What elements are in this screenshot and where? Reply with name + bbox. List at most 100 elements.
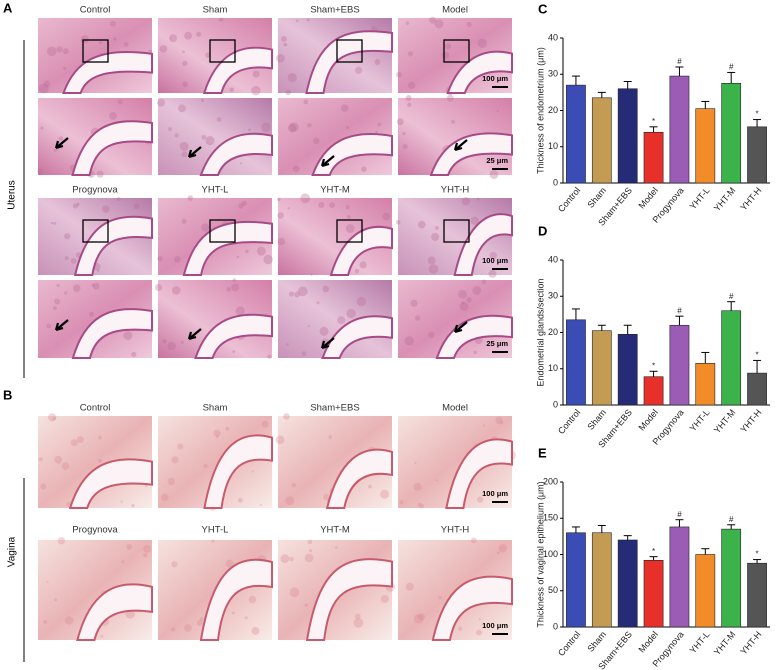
tissue-texture <box>267 354 272 359</box>
panel-letter: E <box>538 445 547 460</box>
tissue-texture <box>157 255 163 262</box>
tissue-texture <box>380 594 389 604</box>
tissue-texture <box>53 221 57 225</box>
tissue-texture <box>199 617 204 622</box>
tissue-texture <box>346 308 356 319</box>
tissue-texture <box>123 41 129 47</box>
bar <box>643 131 664 184</box>
tissue-texture <box>476 629 482 636</box>
y-tick-label: 0 <box>553 621 558 631</box>
tissue-texture <box>73 284 81 292</box>
bar <box>747 562 767 628</box>
tissue-texture <box>43 80 51 88</box>
tissue-texture <box>498 544 508 553</box>
tissue-texture <box>171 627 176 632</box>
scale-bar-label: 100 μm <box>482 74 508 83</box>
scale-bar-label: 25 μm <box>486 156 508 165</box>
tissue-texture <box>308 549 313 553</box>
tissue-texture <box>88 311 95 317</box>
tissue-texture <box>488 269 497 278</box>
bar <box>591 97 612 184</box>
arrow <box>54 137 69 150</box>
panel-letter: D <box>538 223 547 238</box>
tissue-texture <box>184 31 193 40</box>
side-label: Vagina <box>7 536 18 567</box>
tissue-texture <box>109 111 117 120</box>
tissue-texture <box>489 251 497 260</box>
tissue-texture <box>46 323 52 329</box>
tissue-texture <box>76 202 80 206</box>
arrow <box>320 337 335 350</box>
bar <box>617 334 638 406</box>
tissue-texture <box>116 197 121 202</box>
tissue-texture <box>470 537 477 544</box>
tissue-texture <box>354 613 361 620</box>
tissue-texture <box>157 98 166 107</box>
tissue-texture <box>205 52 211 58</box>
tissue-texture <box>283 42 288 47</box>
arrow <box>187 146 202 159</box>
image-label: YHT-M <box>320 185 350 196</box>
tissue-texture <box>402 144 408 150</box>
lumen <box>194 313 273 359</box>
tissue-texture <box>368 484 372 489</box>
image-label: YHT-H <box>441 185 470 196</box>
tissue-texture <box>100 634 104 638</box>
tissue-texture <box>38 457 43 462</box>
bar <box>566 84 586 184</box>
x-tick-label: YHT-M <box>712 629 738 657</box>
tissue-texture <box>310 273 313 276</box>
lumen <box>182 220 273 276</box>
tissue-texture <box>301 351 307 357</box>
zoom-box <box>82 219 109 243</box>
tissue-texture <box>236 255 240 259</box>
lumen <box>73 215 153 276</box>
tissue-texture <box>58 136 64 141</box>
tissue-texture <box>435 478 438 482</box>
tissue-texture <box>328 435 333 440</box>
tissue-texture <box>80 35 89 44</box>
tissue-texture <box>76 436 84 444</box>
tissue-texture <box>225 559 234 568</box>
y-tick-label: 0 <box>553 399 558 409</box>
tissue-texture <box>347 215 351 220</box>
tissue-texture <box>318 201 325 209</box>
tissue-texture <box>374 59 381 65</box>
arrow <box>453 139 468 152</box>
tissue-texture <box>417 613 426 621</box>
tissue-texture <box>56 283 60 288</box>
tissue-texture <box>319 326 329 336</box>
lumen <box>305 30 393 94</box>
tissue-texture <box>441 51 450 60</box>
tissue-texture <box>292 165 300 173</box>
tissue-texture <box>429 16 437 24</box>
tissue-texture <box>167 341 176 351</box>
tissue-texture <box>473 350 477 355</box>
tissue-texture <box>252 70 260 78</box>
tissue-texture <box>446 94 454 102</box>
tissue-texture <box>241 200 247 206</box>
tissue-texture <box>203 463 208 468</box>
tissue-texture <box>239 162 243 165</box>
lumen <box>445 438 513 509</box>
y-axis-label: Thickness of endometrium (μm) <box>535 47 545 174</box>
tissue-texture <box>216 435 219 438</box>
side-label: Uterus <box>7 180 18 209</box>
tissue-texture <box>211 539 215 543</box>
bar <box>747 372 767 406</box>
arrow <box>54 319 69 332</box>
tissue-texture <box>161 493 169 502</box>
tissue-texture <box>288 291 295 297</box>
x-tick-label: Sham <box>585 407 608 431</box>
tissue-texture <box>427 256 436 265</box>
tissue-texture <box>143 545 152 554</box>
y-axis-label: Thickness of vaginal epithelium (μm) <box>535 481 545 627</box>
tissue-texture <box>159 45 168 53</box>
x-tick-label: YHT-H <box>738 629 763 656</box>
lumen <box>76 583 153 641</box>
bar <box>643 559 664 628</box>
tissue-texture <box>476 197 480 201</box>
arrow <box>320 155 335 168</box>
tissue-texture <box>46 580 49 583</box>
tissue-texture <box>280 554 290 564</box>
